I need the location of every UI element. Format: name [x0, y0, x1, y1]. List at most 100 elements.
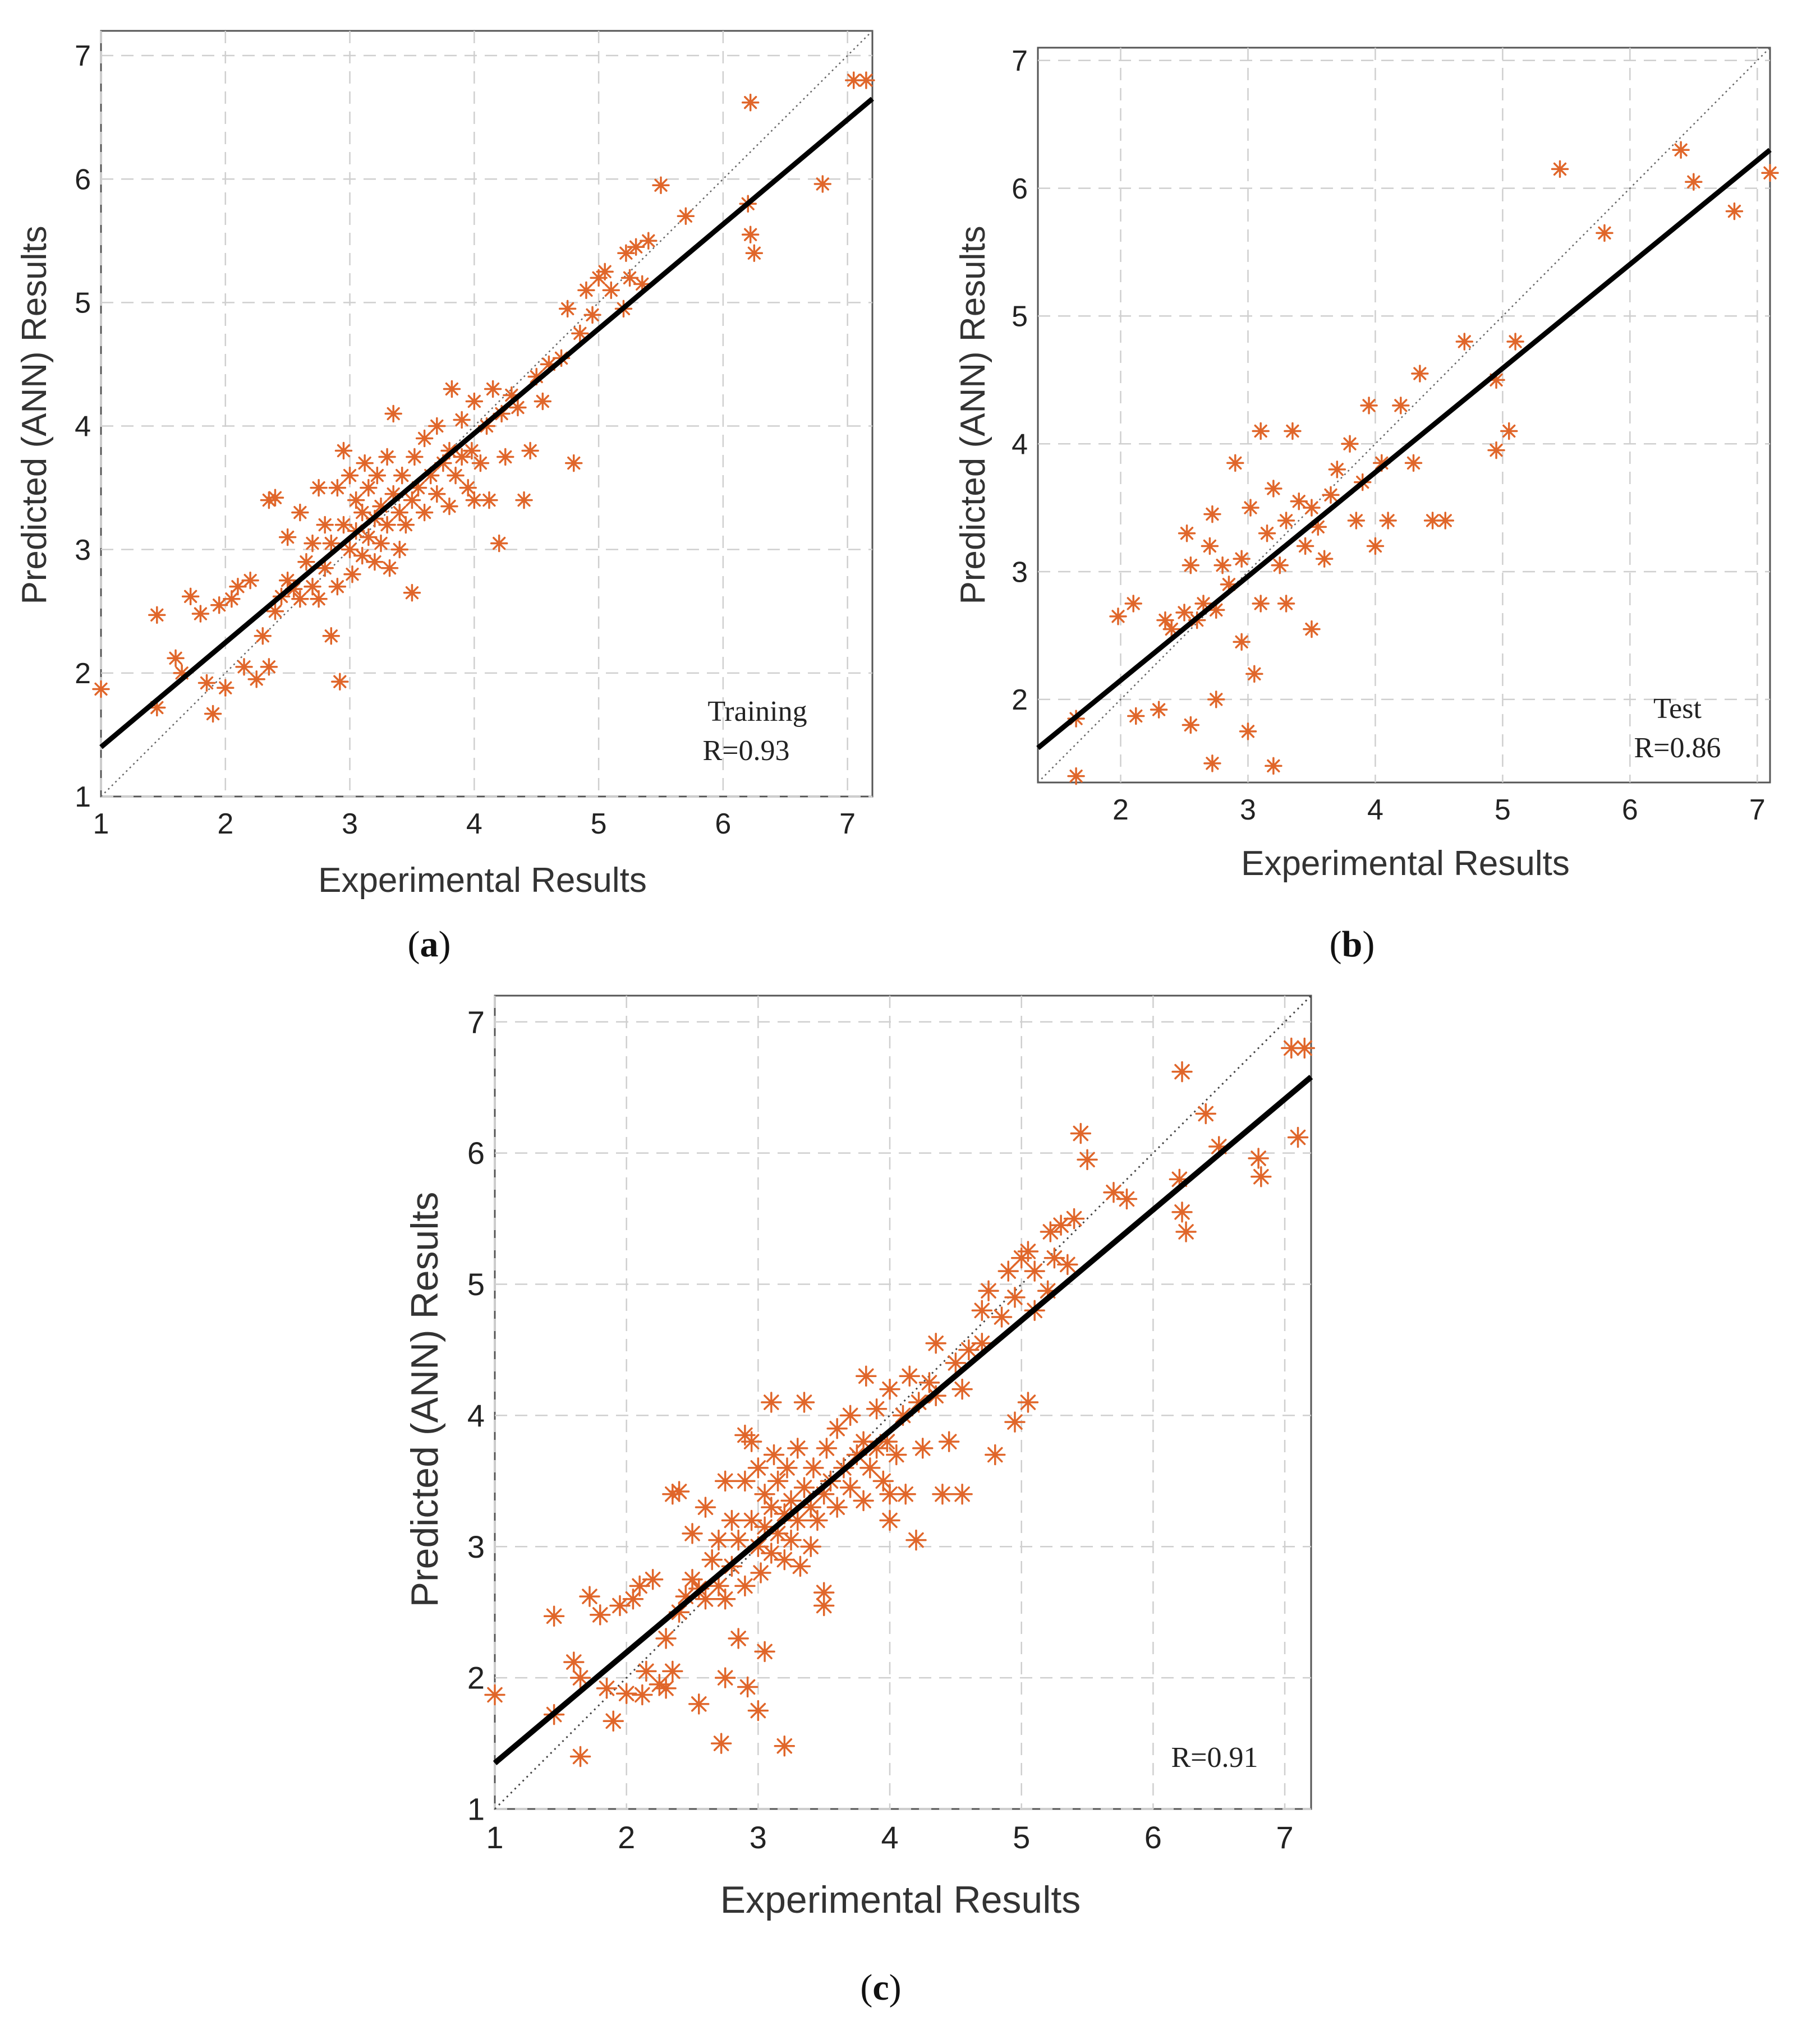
data-point [341, 466, 359, 485]
data-point [316, 559, 334, 577]
data-point [1208, 1136, 1230, 1157]
data-point [728, 1628, 749, 1649]
data-point [1506, 333, 1524, 351]
data-point [1124, 595, 1142, 613]
data-point [409, 478, 427, 497]
data-point [266, 602, 284, 620]
data-point [229, 577, 247, 596]
data-point [1500, 422, 1518, 440]
data-point [747, 1457, 769, 1479]
y-axis-title: Predicted (ANN) Results [403, 1192, 446, 1608]
data-point [938, 1431, 960, 1452]
data-point [564, 454, 583, 472]
data-point [1436, 512, 1455, 530]
data-point [932, 1483, 953, 1505]
y-tick-label: 1 [467, 1792, 485, 1827]
data-point [754, 1483, 775, 1505]
data-point [734, 1470, 756, 1492]
data-point [951, 1483, 973, 1505]
x-tick-label: 3 [1240, 794, 1256, 826]
data-point [1175, 1221, 1197, 1242]
data-point [384, 404, 402, 423]
data-point [406, 448, 424, 466]
data-point [173, 664, 191, 682]
data-point [892, 1405, 914, 1426]
y-tick-label: 2 [1012, 684, 1028, 716]
data-point [754, 1641, 775, 1663]
ticks: 1 2 3 4 5 6 7 1 2 3 4 5 6 7 [75, 40, 856, 840]
x-tick-label: 3 [750, 1820, 767, 1855]
data-point [393, 466, 411, 485]
data-point [780, 1529, 802, 1551]
data-point [353, 503, 371, 522]
y-tick-label: 2 [467, 1660, 485, 1696]
data-point [1116, 1188, 1138, 1210]
data-point [807, 1509, 828, 1531]
data-point [316, 515, 334, 534]
data-point [776, 1457, 798, 1479]
data-point [649, 1674, 670, 1695]
data-point [577, 281, 595, 300]
data-point [459, 478, 477, 497]
data-point [223, 590, 241, 608]
x-tick-label: 6 [715, 808, 731, 840]
x-tick-label: 1 [486, 1820, 503, 1855]
ticks: 1 2 3 4 5 6 7 1 2 3 4 5 6 7 [467, 1004, 1294, 1855]
y-axis-title: Predicted (ANN) Results [15, 225, 54, 604]
y-tick-label: 4 [75, 411, 91, 443]
data-point [260, 658, 278, 676]
annotation-r-value: R=0.91 [1171, 1742, 1258, 1774]
data-point [767, 1523, 789, 1544]
data-point [761, 1497, 782, 1518]
data-point [895, 1483, 916, 1505]
data-point [1672, 141, 1690, 159]
data-point [1037, 1280, 1059, 1301]
data-point [846, 1444, 868, 1466]
data-point [1277, 595, 1295, 613]
data-point [331, 673, 349, 690]
data-point [1175, 604, 1193, 622]
data-point [602, 281, 620, 300]
data-point [484, 1684, 505, 1706]
data-point [440, 441, 458, 460]
data-point [971, 1300, 993, 1322]
annotation-label: Test [1653, 693, 1702, 725]
data-point [1341, 435, 1359, 453]
data-point [397, 515, 415, 534]
fit-line [1036, 148, 1772, 750]
data-point [787, 1509, 808, 1531]
data-point [1207, 690, 1225, 708]
data-point [509, 398, 527, 417]
data-point [853, 1490, 874, 1512]
data-point [484, 380, 502, 398]
data-point [217, 679, 235, 697]
data-point [859, 1457, 881, 1479]
panel-b: 2 3 4 5 6 7 2 3 4 5 6 7 Test R=0.86 Experimental Re… [954, 45, 1779, 965]
data-point [341, 540, 359, 559]
data-point [714, 1589, 736, 1610]
data-point [421, 466, 440, 485]
x-tick-label: 2 [618, 1820, 635, 1855]
data-point [465, 392, 484, 411]
data-point [642, 1568, 664, 1590]
y-tick-label: 7 [75, 40, 91, 72]
data-point [571, 324, 589, 343]
data-point [1169, 1168, 1190, 1190]
data-point [908, 1392, 930, 1413]
data-point [879, 1483, 900, 1505]
y-tick-label: 6 [1012, 173, 1028, 205]
caption-letter: b [1342, 924, 1363, 965]
panel-caption: (c) [860, 1967, 901, 2008]
data-point [503, 386, 521, 404]
data-point [886, 1444, 907, 1466]
data-point [1487, 371, 1505, 389]
x-axis-title: Experimental Results [1241, 844, 1570, 883]
data-point [839, 1405, 861, 1426]
data-point [1171, 1201, 1193, 1223]
data-point [1226, 454, 1244, 472]
data-point [1725, 202, 1744, 220]
y-tick-label: 3 [1012, 556, 1028, 588]
data-point [761, 1543, 782, 1564]
y-tick-label: 2 [75, 657, 91, 690]
data-point [918, 1372, 940, 1393]
